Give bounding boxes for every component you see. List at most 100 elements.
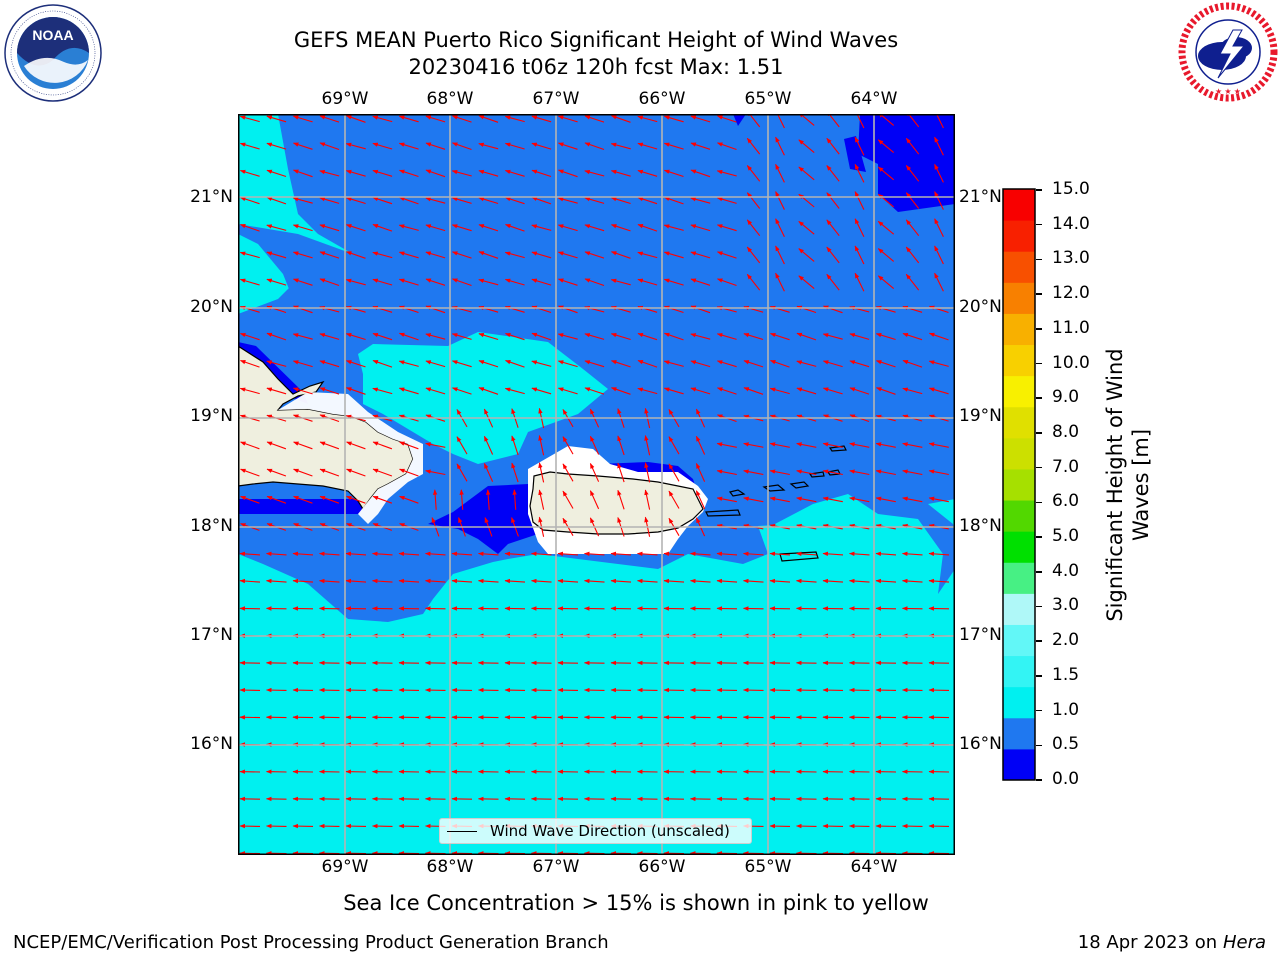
wind-wave-arrow [877, 220, 895, 235]
wind-wave-arrow [266, 360, 287, 367]
wind-wave-arrow [695, 490, 706, 510]
wind-wave-arrow [531, 142, 552, 150]
wind-wave-arrow [319, 224, 340, 232]
colorbar-tick-mark [1036, 397, 1042, 399]
wind-wave-arrow [530, 578, 552, 584]
colorbar-band [1003, 531, 1035, 563]
wind-wave-arrow [636, 578, 658, 584]
wind-wave-arrow [504, 251, 525, 259]
wind-wave-arrow [795, 578, 817, 584]
wind-wave-arrow [689, 578, 711, 584]
wind-wave-arrow [292, 360, 313, 368]
wind-wave-arrow [265, 551, 287, 557]
wind-wave-arrow [610, 251, 631, 259]
wind-wave-arrow [456, 436, 468, 455]
wind-wave-arrow [531, 251, 552, 259]
wind-wave-arrow [610, 333, 631, 341]
wind-wave-arrow [372, 359, 393, 368]
wind-wave-arrow [456, 463, 468, 482]
wind-wave-arrow [644, 462, 651, 483]
colorbar-tick-label: 9.0 [1052, 387, 1080, 408]
colorbar-tick-mark [1036, 189, 1042, 191]
wind-wave-arrow [663, 332, 684, 341]
wind-wave-arrow [743, 442, 764, 448]
wind-wave-arrow [372, 441, 393, 450]
wind-wave-arrow [769, 578, 791, 584]
wind-wave-arrow [266, 115, 287, 123]
wind-wave-arrow [877, 275, 895, 290]
wind-wave-arrow [345, 578, 367, 584]
wind-wave-arrow [239, 359, 260, 368]
wind-wave-arrow [239, 196, 260, 205]
colorbar-tick-mark [1036, 709, 1042, 712]
colorbar-tick-label: 10.0 [1052, 352, 1090, 373]
wind-wave-arrow [239, 223, 260, 232]
wind-wave-arrow [319, 441, 340, 450]
wind-wave-arrow [292, 169, 313, 178]
wind-wave-arrow [934, 191, 944, 210]
wind-wave-arrow [826, 246, 840, 264]
wind-wave-arrow [849, 387, 870, 395]
wind-wave-arrow [239, 278, 260, 286]
wind-wave-arrow [769, 359, 790, 368]
wind-wave-arrow [583, 578, 605, 584]
wind-wave-arrow [319, 360, 340, 368]
lon-label-bottom: 69°W [321, 857, 369, 877]
wind-wave-arrow [425, 197, 446, 204]
wind-wave-arrow [743, 496, 764, 503]
wind-wave-arrow [716, 197, 737, 204]
wind-wave-arrow [644, 435, 651, 456]
wind-wave-arrow [928, 551, 950, 557]
map-legend: Wind Wave Direction (unscaled) [439, 818, 752, 844]
wind-wave-arrow [584, 278, 605, 287]
wind-wave-arrow [848, 578, 870, 584]
wind-wave-arrow [826, 192, 840, 209]
wind-wave-arrow [716, 360, 737, 368]
wind-wave-arrow [617, 462, 625, 483]
wind-wave-arrow [478, 169, 499, 177]
lat-label-right: 20°N [959, 297, 1002, 317]
wind-wave-arrow [663, 387, 684, 395]
wind-wave-arrow [266, 278, 287, 286]
wind-wave-arrow [905, 192, 920, 209]
wind-wave-arrow [557, 333, 578, 340]
wind-wave-arrow [905, 114, 920, 128]
wind-wave-arrow [610, 224, 631, 232]
wind-wave-arrow [425, 115, 446, 123]
wind-wave-arrow [345, 115, 366, 123]
wave-band-0.5-1 [238, 114, 955, 622]
wind-wave-arrow [742, 578, 764, 584]
wind-wave-arrow [425, 278, 446, 286]
wind-wave-arrow [928, 578, 950, 584]
wind-wave-arrow [557, 224, 578, 232]
wind-wave-arrow [319, 251, 340, 259]
wind-wave-arrow [451, 224, 472, 232]
wind-wave-arrow [557, 142, 578, 150]
colorbar-tick-mark [1036, 571, 1042, 573]
wind-wave-arrow [822, 469, 843, 476]
wind-wave-arrow [798, 275, 815, 290]
wind-wave-arrow [934, 218, 944, 238]
colorbar-band [1003, 748, 1035, 781]
wind-wave-arrow [826, 219, 840, 237]
wind-wave-arrow [451, 333, 472, 340]
wind-wave-arrow [318, 551, 340, 557]
wind-wave-arrow [292, 197, 313, 204]
wind-wave-arrow [425, 387, 446, 395]
wind-wave-arrow [716, 496, 737, 503]
wind-wave-arrow [266, 142, 287, 150]
wind-wave-arrow [266, 495, 287, 504]
wind-wave-arrow [557, 169, 578, 178]
colorbar-tick-label: 1.5 [1052, 664, 1080, 685]
lat-label-right: 19°N [959, 406, 1002, 426]
wind-wave-arrow [663, 278, 684, 286]
colorbar-tick-label: 5.0 [1052, 526, 1080, 547]
wind-wave-arrow [663, 142, 684, 150]
wind-wave-arrow [875, 496, 896, 503]
wind-wave-arrow [716, 142, 737, 151]
wind-wave-arrow [905, 273, 920, 291]
wind-wave-arrow [266, 169, 287, 178]
wind-wave-arrow [902, 332, 923, 341]
nws-logo: ★ ★ ★ [1178, 2, 1278, 102]
wind-wave-arrow [610, 278, 631, 286]
